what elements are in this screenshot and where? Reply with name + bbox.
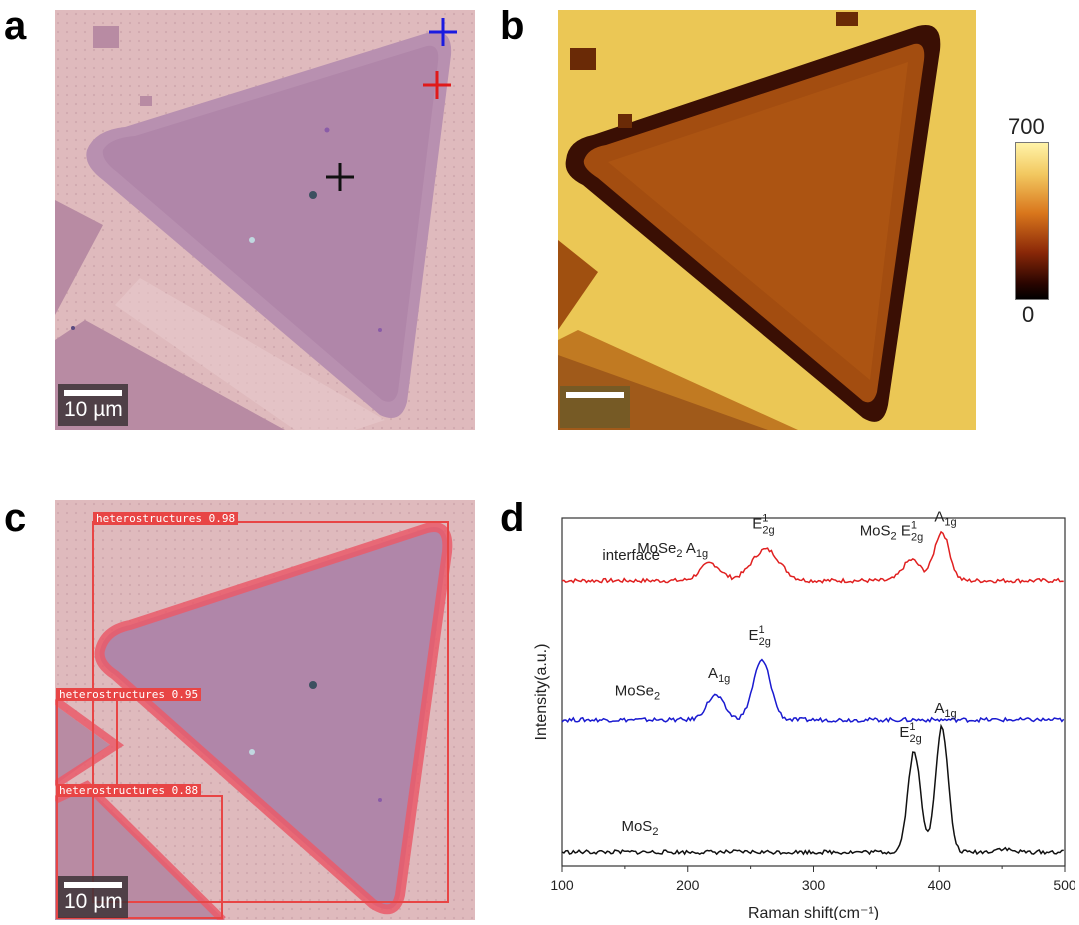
detection-label-1: heterostructures 0.98 — [93, 512, 239, 525]
annotation-interface-e2g: E1 2g — [752, 512, 774, 536]
panel-letter-b: b — [500, 4, 525, 48]
scalebar-b — [560, 386, 630, 428]
series-line-MoS2 — [561, 723, 1064, 856]
intensity-map-b — [558, 10, 976, 430]
series-label-MoSe2: MoSe2 — [615, 682, 660, 702]
raman-spectra-chart: 100 200 300 400 500 Raman shift(cm⁻¹) Intensit… — [533, 508, 1075, 920]
series-label-MoS2: MoS2 — [621, 818, 658, 838]
x-axis-label: Raman shift(cm⁻¹) — [748, 905, 879, 920]
scalebar-label-c: 10 µm — [64, 890, 123, 913]
detection-label-3: heterostructures 0.88 — [56, 784, 202, 797]
y-axis-label: Intensity(a.u.) — [533, 644, 550, 741]
colorbar-min-label: 0 — [1022, 302, 1035, 327]
detection-image-c — [52, 500, 475, 923]
series-line-MoSe2 — [561, 658, 1065, 724]
scalebar-label-a: 10 µm — [64, 398, 123, 421]
optical-micrograph — [55, 10, 475, 430]
detection-micrograph — [52, 500, 475, 923]
x-tick-label: 300 — [802, 877, 826, 893]
annotation-interface-mose2-a1g: MoSe2 A1g — [637, 540, 708, 560]
annotation-interface-a1g: A1g — [934, 508, 956, 528]
panel-letter-a: a — [4, 4, 27, 48]
annotation-mose2-a1g: A1g — [708, 665, 730, 685]
optical-image-a — [55, 10, 475, 430]
raman-intensity-map — [558, 10, 976, 430]
detection-box-1 — [92, 521, 449, 903]
annotation-mos2-a1g: A1g — [934, 700, 956, 720]
panel-letter-c: c — [4, 496, 27, 540]
panel-letter-d: d — [500, 496, 525, 540]
blue-cross-marker — [429, 18, 457, 46]
x-tick-label: 100 — [550, 877, 574, 893]
colorbar — [1015, 142, 1049, 300]
x-tick-label: 400 — [928, 877, 952, 893]
x-tick-label: 500 — [1053, 877, 1075, 893]
black-cross-marker — [326, 163, 354, 191]
annotation-interface-mos2-e2g: MoS2 E1 2g — [860, 519, 924, 543]
colorbar-max-label: 700 — [1008, 114, 1045, 139]
x-tick-label: 200 — [676, 877, 700, 893]
annotation-mos2-e2g: E1 2g — [899, 721, 921, 745]
scalebar-a: 10 µm — [58, 384, 128, 426]
red-cross-marker — [423, 71, 451, 99]
scalebar-c: 10 µm — [58, 876, 128, 918]
series-label-interface: interface — [602, 547, 660, 564]
annotation-mose2-e2g: E1 2g — [749, 624, 771, 648]
detection-label-2: heterostructures 0.95 — [56, 688, 202, 701]
series-line-interface — [561, 530, 1064, 584]
